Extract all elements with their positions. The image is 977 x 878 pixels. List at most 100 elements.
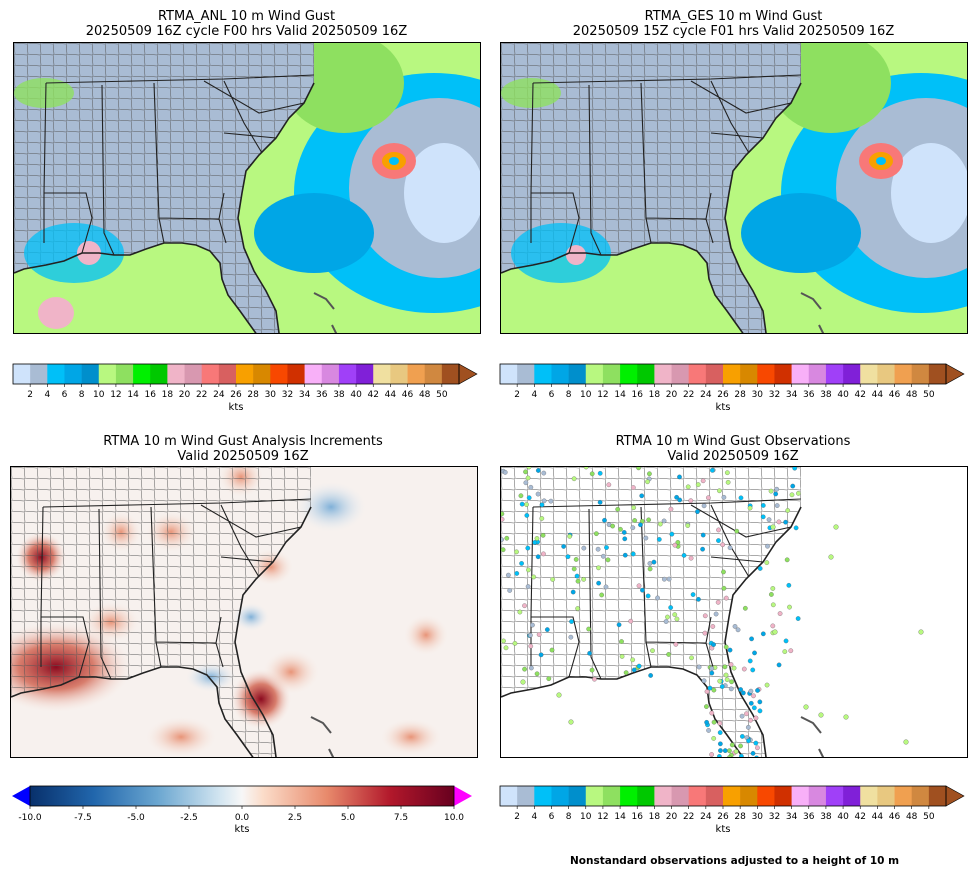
colorbar-tick-label: 2 bbox=[514, 812, 520, 822]
observation-dot bbox=[796, 491, 801, 496]
panel1-colorbar: 2 4 6 8 10 12 14 16 18 20 22 24 26 28 30 32 34 36 38 40 42 44… bbox=[12, 362, 483, 417]
observation-dot bbox=[650, 648, 655, 653]
colorbar-unit-label: kts bbox=[229, 402, 244, 413]
colorbar-segment bbox=[843, 364, 861, 384]
observation-dots bbox=[501, 467, 924, 757]
observation-dot bbox=[523, 469, 528, 475]
colorbar-segment bbox=[620, 786, 638, 806]
observation-dot bbox=[534, 536, 540, 541]
panel1-title-line2: 20250509 16Z cycle F00 hrs Valid 2025050… bbox=[85, 24, 408, 39]
colorbar-segment bbox=[338, 364, 357, 384]
colorbar-segment bbox=[115, 364, 134, 384]
observation-dot bbox=[706, 495, 711, 501]
observation-dot bbox=[741, 666, 747, 672]
observation-dot bbox=[711, 687, 717, 693]
colorbar-segment bbox=[133, 364, 151, 384]
colorbar-segment bbox=[928, 364, 947, 384]
observation-dot bbox=[575, 606, 580, 611]
observation-dot bbox=[787, 604, 792, 610]
observation-dot bbox=[526, 467, 532, 470]
observation-dot bbox=[766, 517, 772, 523]
panel4-title-line2: Valid 20250509 16Z bbox=[667, 449, 799, 464]
observation-dot bbox=[725, 479, 731, 485]
observation-dot bbox=[788, 648, 794, 654]
observation-dot bbox=[776, 662, 782, 668]
observation-dot bbox=[716, 527, 721, 533]
colorbar-segment bbox=[688, 786, 707, 806]
observation-dot bbox=[795, 616, 801, 621]
colorbar-segment bbox=[321, 364, 340, 384]
observation-dot bbox=[704, 704, 709, 709]
observation-dot bbox=[549, 647, 555, 653]
observation-dot bbox=[716, 538, 721, 543]
observation-dot bbox=[502, 470, 508, 475]
observation-dot bbox=[514, 571, 520, 576]
colorbar-segment bbox=[911, 364, 930, 384]
observation-dot bbox=[711, 642, 716, 647]
observation-dot bbox=[738, 495, 744, 501]
observation-dot bbox=[724, 677, 730, 682]
observation-dot bbox=[760, 503, 766, 508]
observation-dot bbox=[573, 557, 579, 562]
colorbar-unit-label: kts bbox=[235, 824, 250, 835]
observation-dot bbox=[663, 619, 669, 624]
colorbar-tick-label: 36 bbox=[803, 390, 815, 400]
observation-dot bbox=[748, 717, 753, 723]
observation-dot bbox=[777, 611, 783, 616]
observation-dot bbox=[710, 624, 716, 629]
observation-dot bbox=[536, 632, 542, 637]
colorbar-segment bbox=[894, 364, 912, 384]
observation-dot bbox=[732, 624, 738, 629]
observation-dot bbox=[529, 665, 534, 671]
colorbar-tick-label: 30 bbox=[752, 390, 764, 400]
colorbar-segment bbox=[860, 786, 878, 806]
colorbar-segment bbox=[98, 364, 117, 384]
colorbar-segment bbox=[877, 786, 895, 806]
observation-dot bbox=[707, 685, 713, 691]
observation-dot bbox=[688, 555, 694, 561]
colorbar-tick-label: 46 bbox=[889, 812, 901, 822]
observation-dot bbox=[717, 678, 723, 684]
colorbar-tick-label: 30 bbox=[265, 390, 277, 400]
observation-dot bbox=[746, 724, 751, 730]
observation-dot bbox=[512, 641, 518, 646]
observation-dot bbox=[709, 752, 714, 757]
panel4-map bbox=[500, 466, 968, 758]
colorbar-tick-label: 28 bbox=[247, 390, 259, 400]
colorbar-tick-label: 44 bbox=[872, 812, 884, 822]
panel1-title: RTMA_ANL 10 m Wind Gust 20250509 16Z cyc… bbox=[13, 9, 480, 39]
colorbar-tick-label: 16 bbox=[632, 390, 644, 400]
observation-dot bbox=[581, 576, 587, 582]
observation-dot bbox=[674, 616, 680, 622]
observation-dot bbox=[723, 595, 729, 601]
observation-dot bbox=[789, 492, 795, 498]
observation-dot bbox=[757, 699, 763, 705]
observation-dot bbox=[729, 679, 734, 685]
colorbar-segment bbox=[30, 364, 48, 384]
colorbar-tick-label: 5.0 bbox=[341, 813, 356, 823]
observation-dot bbox=[828, 554, 834, 560]
observation-dot bbox=[770, 524, 776, 530]
colorbar-tick-label: 50 bbox=[923, 390, 935, 400]
observation-dot bbox=[740, 690, 746, 696]
colorbar-segment bbox=[671, 364, 689, 384]
observation-dot bbox=[717, 730, 723, 735]
observation-dot bbox=[739, 753, 744, 757]
observation-dot bbox=[744, 711, 749, 717]
panel2-map-canvas bbox=[501, 43, 967, 333]
observation-dot bbox=[727, 545, 733, 551]
observation-dot bbox=[524, 513, 530, 518]
colorbar-segment bbox=[894, 786, 912, 806]
observation-dot bbox=[753, 715, 759, 721]
observation-dot bbox=[651, 559, 657, 565]
observation-dot bbox=[656, 537, 662, 542]
observation-dot bbox=[631, 667, 637, 673]
observation-dot bbox=[541, 551, 546, 557]
colorbar-tick-label: 46 bbox=[402, 390, 414, 400]
colorbar-segment bbox=[705, 364, 724, 384]
colorbar-tick-label: 28 bbox=[734, 812, 746, 822]
observation-dot bbox=[783, 638, 789, 644]
observation-dot bbox=[535, 554, 541, 560]
observation-dot bbox=[568, 719, 574, 725]
colorbar-segment bbox=[740, 786, 758, 806]
